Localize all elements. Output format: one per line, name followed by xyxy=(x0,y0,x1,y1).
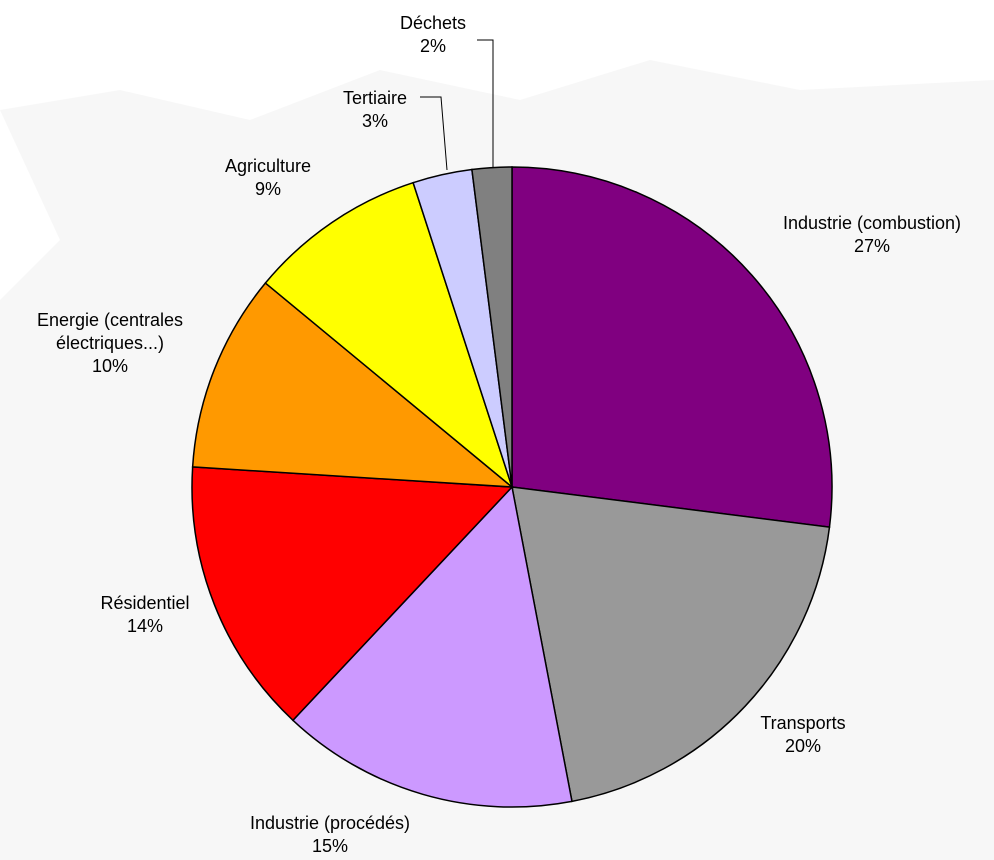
leader-line xyxy=(420,96,448,171)
value-label: 14% xyxy=(126,616,164,636)
slice-label: Energie (centrales électriques...) 10% xyxy=(10,309,210,378)
category-label: Industrie (procédés) xyxy=(249,813,411,833)
pie-slice xyxy=(511,486,831,803)
value-label: 27% xyxy=(853,236,891,256)
category-label: Transports xyxy=(760,713,846,733)
slices xyxy=(191,166,833,808)
category-label: Agriculture xyxy=(224,156,312,176)
pie-slice xyxy=(291,485,573,808)
pie-slice xyxy=(471,166,513,488)
slice-label: Résidentiel 14% xyxy=(65,592,225,638)
slice-label: Industrie (combustion) 27% xyxy=(742,212,994,258)
pie-slice xyxy=(191,281,515,488)
slice-label: Agriculture 9% xyxy=(188,155,348,201)
slice-label: Tertiaire 3% xyxy=(295,87,455,133)
slice-label: Transports 20% xyxy=(723,712,883,758)
value-label: 9% xyxy=(254,179,281,199)
category-label: Résidentiel xyxy=(100,593,190,613)
pie-slice xyxy=(264,181,514,490)
value-label: 3% xyxy=(361,111,388,131)
category-label: Industrie (combustion) xyxy=(782,213,962,233)
pie-slice xyxy=(511,166,833,528)
value-label: 10% xyxy=(91,355,129,376)
category-label: Déchets xyxy=(399,13,467,33)
slice-label: Déchets 2% xyxy=(353,12,513,58)
pie-slice xyxy=(191,466,514,722)
value-label: 2% xyxy=(419,36,446,56)
slice-label: Industrie (procédés) 15% xyxy=(200,812,460,858)
category-label: Tertiaire xyxy=(342,88,408,108)
category-label: Energie (centrales électriques...) xyxy=(36,309,184,353)
leader-line xyxy=(477,39,494,167)
value-label: 20% xyxy=(784,736,822,756)
value-label: 15% xyxy=(311,836,349,856)
